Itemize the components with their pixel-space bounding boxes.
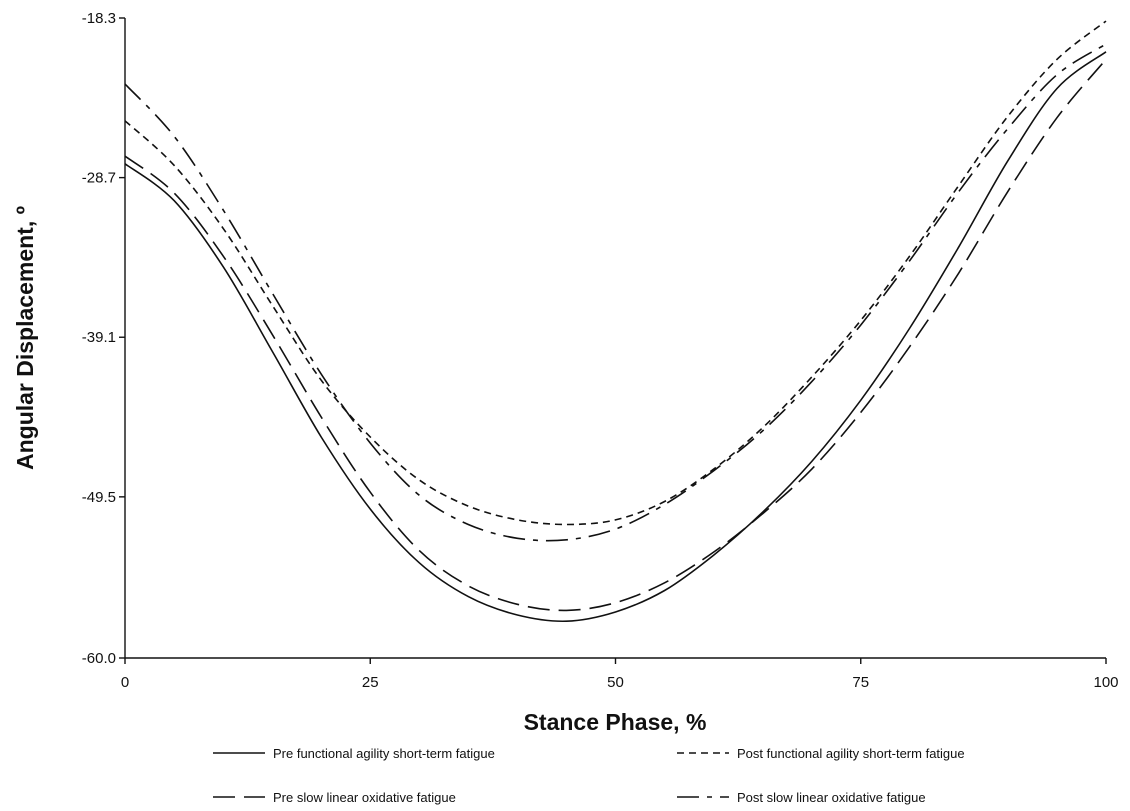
x-tick-label: 50 (607, 674, 624, 691)
series-line-1 (124, 51, 1107, 623)
x-tick-label: 100 (1093, 674, 1118, 691)
x-tick-label: 75 (852, 674, 869, 691)
y-tick-label: -18.3 (82, 10, 116, 27)
legend-label: Pre functional agility short-term fatigu… (273, 746, 495, 761)
series-lines (124, 20, 1107, 623)
y-axis-title: Angular Displacement, º (12, 206, 38, 470)
x-tick-label: 25 (362, 674, 379, 691)
y-tick-label: -39.1 (82, 329, 116, 346)
y-tick-label: -60.0 (82, 650, 116, 667)
y-tick-label: -49.5 (82, 489, 116, 506)
y-ticks: -60.0 -49.5 -39.1 -28.7 -18.3 (82, 10, 125, 667)
series-line-3 (124, 58, 1107, 612)
legend-label: Post slow linear oxidative fatigue (737, 790, 926, 805)
x-tick-label: 0 (121, 674, 129, 691)
plot-area: -60.0 -49.5 -39.1 -28.7 -18.3 0 25 50 75 100 (82, 10, 1119, 691)
series-line-4 (124, 43, 1107, 542)
legend: Pre functional agility short-term fatigu… (213, 746, 965, 805)
series-line-2 (124, 20, 1107, 526)
x-axis-title: Stance Phase, % (524, 709, 707, 735)
x-ticks: 0 25 50 75 100 (121, 658, 1119, 691)
legend-label: Post functional agility short-term fatig… (737, 746, 965, 761)
y-tick-label: -28.7 (82, 170, 116, 187)
legend-label: Pre slow linear oxidative fatigue (273, 790, 456, 805)
